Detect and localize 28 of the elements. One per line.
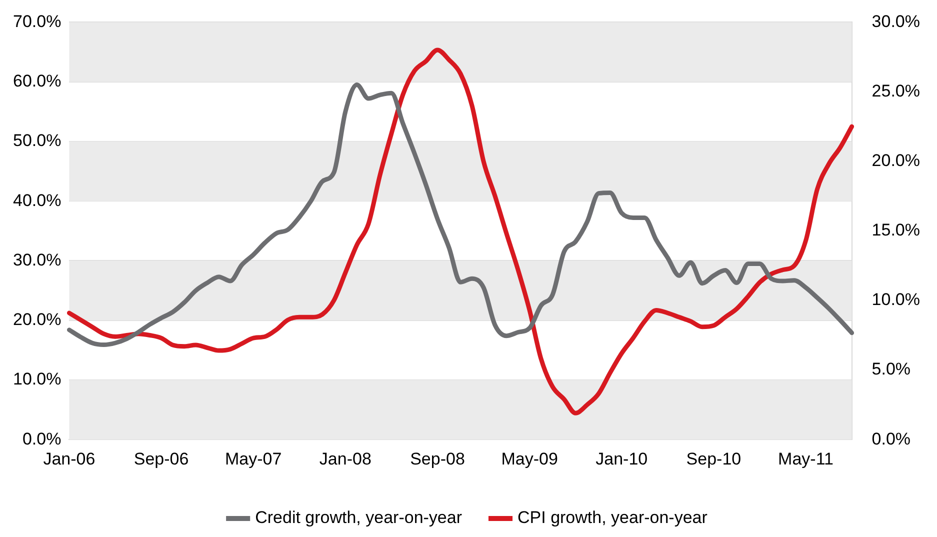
y-tick-label: 70.0%	[13, 12, 62, 31]
x-tick-label: Jan-10	[596, 449, 648, 468]
x-tick-label: Jan-06	[43, 449, 96, 468]
y2-tick-label: 5.0%	[872, 360, 911, 379]
y-tick-label: 60.0%	[13, 72, 62, 91]
y2-tick-label: 15.0%	[872, 220, 920, 240]
x-tick-label: May-07	[225, 449, 282, 468]
y2-tick-label: 0.0%	[872, 429, 911, 448]
x-tick-label: Jan-08	[319, 449, 372, 468]
y2-tick-label: 10.0%	[872, 290, 920, 310]
y-tick-label: 40.0%	[13, 190, 62, 210]
x-tick-label: Sep-06	[134, 449, 189, 468]
y-tick-label: 30.0%	[13, 250, 62, 270]
y2-tick-label: 20.0%	[872, 151, 920, 170]
legend-label: CPI growth, year-on-year	[518, 508, 708, 528]
legend-label: Credit growth, year-on-year	[255, 508, 462, 528]
y-tick-label: 50.0%	[13, 131, 62, 150]
y-tick-label: 0.0%	[22, 429, 62, 448]
x-tick-label: May-09	[501, 449, 558, 468]
x-tick-label: May-11	[778, 449, 834, 468]
x-tick-label: Sep-10	[686, 449, 742, 468]
y2-tick-label: 30.0%	[872, 12, 920, 31]
line-series	[66, 48, 854, 416]
y-tick-label: 10.0%	[13, 370, 62, 389]
y2-tick-label: 25.0%	[872, 81, 920, 100]
x-tick-label: Sep-08	[410, 449, 465, 468]
y-tick-label: 20.0%	[13, 310, 62, 330]
line-series	[66, 82, 854, 348]
